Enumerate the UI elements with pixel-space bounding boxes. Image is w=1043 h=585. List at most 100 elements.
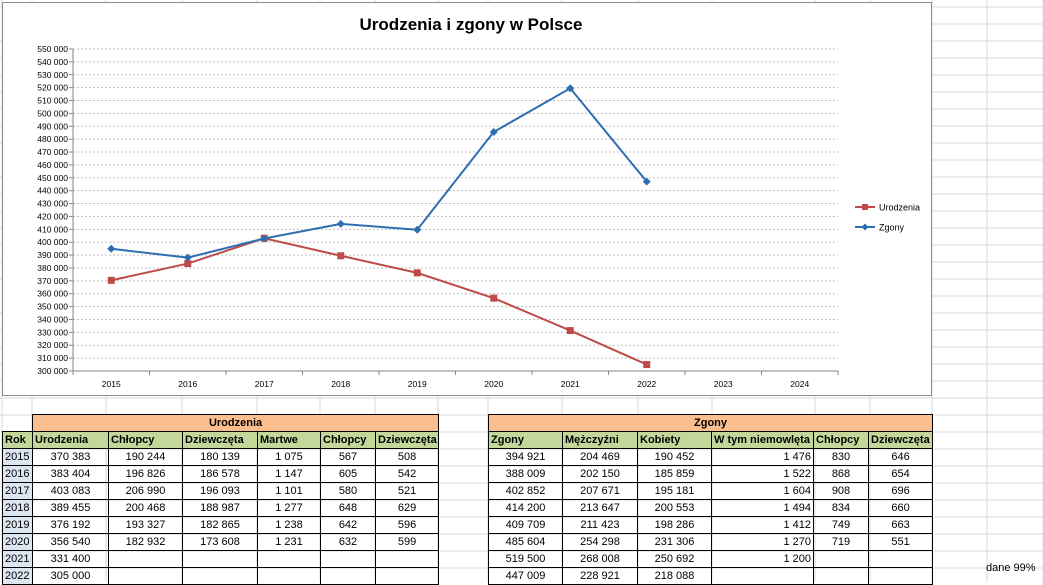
chart[interactable]: Urodzenia i zgony w Polsce 300 000 310 000… (2, 2, 932, 396)
year-cell[interactable]: 2017 (2, 482, 33, 500)
table-cell[interactable]: 654 (867, 465, 934, 483)
table-cell[interactable]: 182 932 (108, 533, 183, 551)
table-cell[interactable]: 599 (374, 533, 440, 551)
table-cell[interactable]: 402 852 (488, 482, 563, 500)
table-cell[interactable]: 749 (813, 516, 869, 534)
blank-cell[interactable] (3, 415, 33, 432)
table-cell[interactable]: 646 (867, 448, 934, 466)
table-cell[interactable] (320, 550, 376, 568)
table-cell[interactable] (813, 550, 869, 568)
table-cell[interactable]: 389 455 (32, 499, 109, 517)
table-cell[interactable]: 648 (320, 499, 376, 517)
table-cell[interactable]: 186 578 (182, 465, 258, 483)
year-cell[interactable]: 2022 (2, 567, 33, 585)
table-cell[interactable]: 1 270 (711, 533, 814, 551)
table-cell[interactable]: 180 139 (182, 448, 258, 466)
table-cell[interactable]: 485 604 (488, 533, 563, 551)
table-cell[interactable]: 193 327 (108, 516, 183, 534)
table-cell[interactable]: 1 200 (711, 550, 814, 568)
table-cell[interactable]: 383 404 (32, 465, 109, 483)
table-cell[interactable]: 200 553 (637, 499, 712, 517)
table-cell[interactable]: 356 540 (32, 533, 109, 551)
column-header[interactable]: Kobiety (637, 431, 712, 449)
table-cell[interactable]: 660 (867, 499, 934, 517)
column-header[interactable]: Dziewczęta (867, 431, 934, 449)
table-cell[interactable]: 206 990 (108, 482, 183, 500)
year-cell[interactable]: 2018 (2, 499, 33, 517)
table-cell[interactable]: 719 (813, 533, 869, 551)
table-cell[interactable]: 632 (320, 533, 376, 551)
table-cell[interactable]: 642 (320, 516, 376, 534)
table-cell[interactable]: 1 494 (711, 499, 814, 517)
table-cell[interactable]: 508 (374, 448, 440, 466)
table-cell[interactable]: 196 093 (182, 482, 258, 500)
table-cell[interactable]: 254 298 (562, 533, 638, 551)
table-cell[interactable] (108, 550, 183, 568)
table-cell[interactable]: 370 383 (32, 448, 109, 466)
table-cell[interactable]: 190 452 (637, 448, 712, 466)
column-header[interactable]: Mężczyźni (562, 431, 638, 449)
table-group-title[interactable]: Zgony (487, 414, 934, 432)
table-cell[interactable]: 195 181 (637, 482, 712, 500)
table-cell[interactable]: 331 400 (32, 550, 109, 568)
table-cell[interactable]: 403 083 (32, 482, 109, 500)
table-cell[interactable]: 388 009 (488, 465, 563, 483)
table-cell[interactable] (867, 550, 934, 568)
table-cell[interactable]: 268 008 (562, 550, 638, 568)
table-cell[interactable] (182, 550, 258, 568)
table-group-title[interactable]: Urodzenia (31, 414, 440, 432)
table-cell[interactable]: 1 238 (257, 516, 321, 534)
table-cell[interactable]: 173 608 (182, 533, 258, 551)
year-cell[interactable]: 2015 (2, 448, 33, 466)
table-cell[interactable]: 663 (867, 516, 934, 534)
column-header[interactable]: Dziewczęta (182, 431, 258, 449)
table-cell[interactable]: 519 500 (488, 550, 563, 568)
table-cell[interactable]: 1 075 (257, 448, 321, 466)
table-cell[interactable]: 211 423 (562, 516, 638, 534)
table-cell[interactable]: 629 (374, 499, 440, 517)
table-cell[interactable]: 198 286 (637, 516, 712, 534)
table-cell[interactable]: 1 604 (711, 482, 814, 500)
table-cell[interactable]: 231 306 (637, 533, 712, 551)
table-cell[interactable]: 213 647 (562, 499, 638, 517)
table-cell[interactable]: 1 476 (711, 448, 814, 466)
table-cell[interactable]: 1 522 (711, 465, 814, 483)
table-cell[interactable]: 190 244 (108, 448, 183, 466)
table-cell[interactable]: 868 (813, 465, 869, 483)
table-cell[interactable] (374, 550, 440, 568)
table-cell[interactable]: 188 987 (182, 499, 258, 517)
table-cell[interactable]: 521 (374, 482, 440, 500)
table-cell[interactable]: 182 865 (182, 516, 258, 534)
column-header[interactable]: Rok (2, 431, 33, 449)
table-cell[interactable]: 696 (867, 482, 934, 500)
column-header[interactable]: Chłopcy (813, 431, 869, 449)
table-cell[interactable]: 204 469 (562, 448, 638, 466)
table-cell[interactable]: 394 921 (488, 448, 563, 466)
year-cell[interactable]: 2020 (2, 533, 33, 551)
year-cell[interactable]: 2019 (2, 516, 33, 534)
table-cell[interactable]: 605 (320, 465, 376, 483)
column-header[interactable]: Chłopcy (320, 431, 376, 449)
table-cell[interactable]: 200 468 (108, 499, 183, 517)
table-cell[interactable]: 376 192 (32, 516, 109, 534)
table-cell[interactable]: 1 412 (711, 516, 814, 534)
table-cell[interactable]: 185 859 (637, 465, 712, 483)
table-cell[interactable]: 1 101 (257, 482, 321, 500)
column-header[interactable]: Martwe (257, 431, 321, 449)
table-cell[interactable]: 834 (813, 499, 869, 517)
table-cell[interactable]: 1 231 (257, 533, 321, 551)
table-cell[interactable]: 551 (867, 533, 934, 551)
table-cell[interactable]: 580 (320, 482, 376, 500)
column-header[interactable]: Urodzenia (32, 431, 109, 449)
table-cell[interactable]: 1 277 (257, 499, 321, 517)
table-cell[interactable]: 202 150 (562, 465, 638, 483)
table-cell[interactable]: 830 (813, 448, 869, 466)
column-header[interactable]: Zgony (488, 431, 563, 449)
table-cell[interactable] (257, 550, 321, 568)
column-header[interactable]: W tym niemowlęta (711, 431, 814, 449)
table-cell[interactable]: 196 826 (108, 465, 183, 483)
column-header[interactable]: Dziewczęta (374, 431, 440, 449)
table-cell[interactable]: 596 (374, 516, 440, 534)
table-cell[interactable]: 250 692 (637, 550, 712, 568)
table-cell[interactable]: 542 (374, 465, 440, 483)
